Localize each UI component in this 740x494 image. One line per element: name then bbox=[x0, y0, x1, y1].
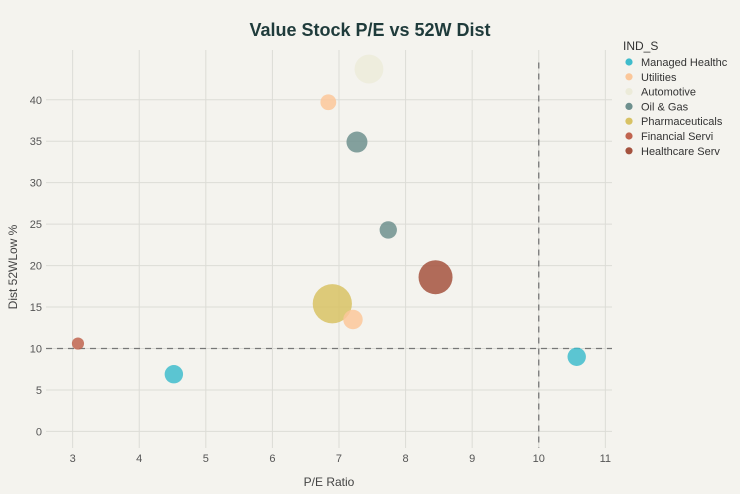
x-tick-label: 5 bbox=[203, 453, 209, 465]
y-tick-label: 25 bbox=[30, 219, 42, 231]
legend-swatch bbox=[625, 58, 633, 66]
legend-entry-label: Automotive bbox=[641, 87, 696, 99]
legend-entry-label: Oil & Gas bbox=[641, 101, 689, 113]
data-point bbox=[418, 260, 453, 295]
data-point bbox=[343, 309, 363, 330]
x-tick-label: 10 bbox=[533, 453, 545, 465]
data-point bbox=[379, 221, 397, 239]
x-tick-label: 9 bbox=[469, 453, 475, 465]
legend-entry-label: Pharmaceuticals bbox=[641, 116, 723, 128]
y-tick-label: 0 bbox=[36, 426, 42, 438]
x-tick-label: 6 bbox=[269, 453, 275, 465]
y-tick-label: 15 bbox=[30, 302, 42, 314]
x-tick-label: 7 bbox=[336, 453, 342, 465]
y-tick-label: 35 bbox=[30, 136, 42, 148]
tick-labels: 3 4 5 6 7 8 9 10 11 0 5 10 15 20 25 30 35 40 bbox=[30, 95, 611, 465]
y-tick-label: 40 bbox=[30, 95, 42, 107]
legend-entry-label: Healthcare Serv bbox=[641, 146, 720, 158]
y-tick-label: 10 bbox=[30, 344, 42, 356]
legend-entry-label: Utilities bbox=[641, 72, 677, 84]
data-point bbox=[320, 94, 337, 111]
x-tick-label: 3 bbox=[70, 453, 76, 465]
x-axis-label: P/E Ratio bbox=[304, 475, 355, 489]
legend-title: IND_S bbox=[623, 39, 658, 53]
legend-entry-label: Financial Servi bbox=[641, 131, 713, 143]
data-point bbox=[567, 347, 586, 366]
data-point bbox=[354, 54, 384, 84]
data-points bbox=[71, 54, 586, 384]
x-tick-label: 11 bbox=[600, 453, 611, 465]
x-tick-label: 4 bbox=[136, 453, 142, 465]
legend-entry-label: Managed Healthc bbox=[641, 57, 728, 69]
y-tick-label: 20 bbox=[30, 261, 42, 273]
chart-title: Value Stock P/E vs 52W Dist bbox=[249, 20, 490, 40]
data-point bbox=[164, 365, 184, 384]
legend-swatch bbox=[625, 147, 633, 155]
legend-swatch bbox=[625, 88, 633, 96]
data-point bbox=[71, 337, 85, 350]
legend-swatch bbox=[625, 117, 633, 125]
legend: IND_S Managed Healthc Utilities Automotive… bbox=[623, 39, 728, 158]
reference-lines bbox=[46, 62, 612, 448]
y-axis-label: Dist 52WLow % bbox=[6, 224, 20, 309]
legend-swatch bbox=[625, 132, 633, 140]
y-tick-label: 5 bbox=[36, 385, 42, 397]
legend-swatch bbox=[625, 73, 633, 81]
y-tick-label: 30 bbox=[30, 178, 42, 190]
data-point bbox=[312, 284, 352, 324]
legend-swatch bbox=[625, 102, 633, 110]
data-point bbox=[346, 131, 368, 153]
x-tick-label: 8 bbox=[403, 453, 409, 465]
